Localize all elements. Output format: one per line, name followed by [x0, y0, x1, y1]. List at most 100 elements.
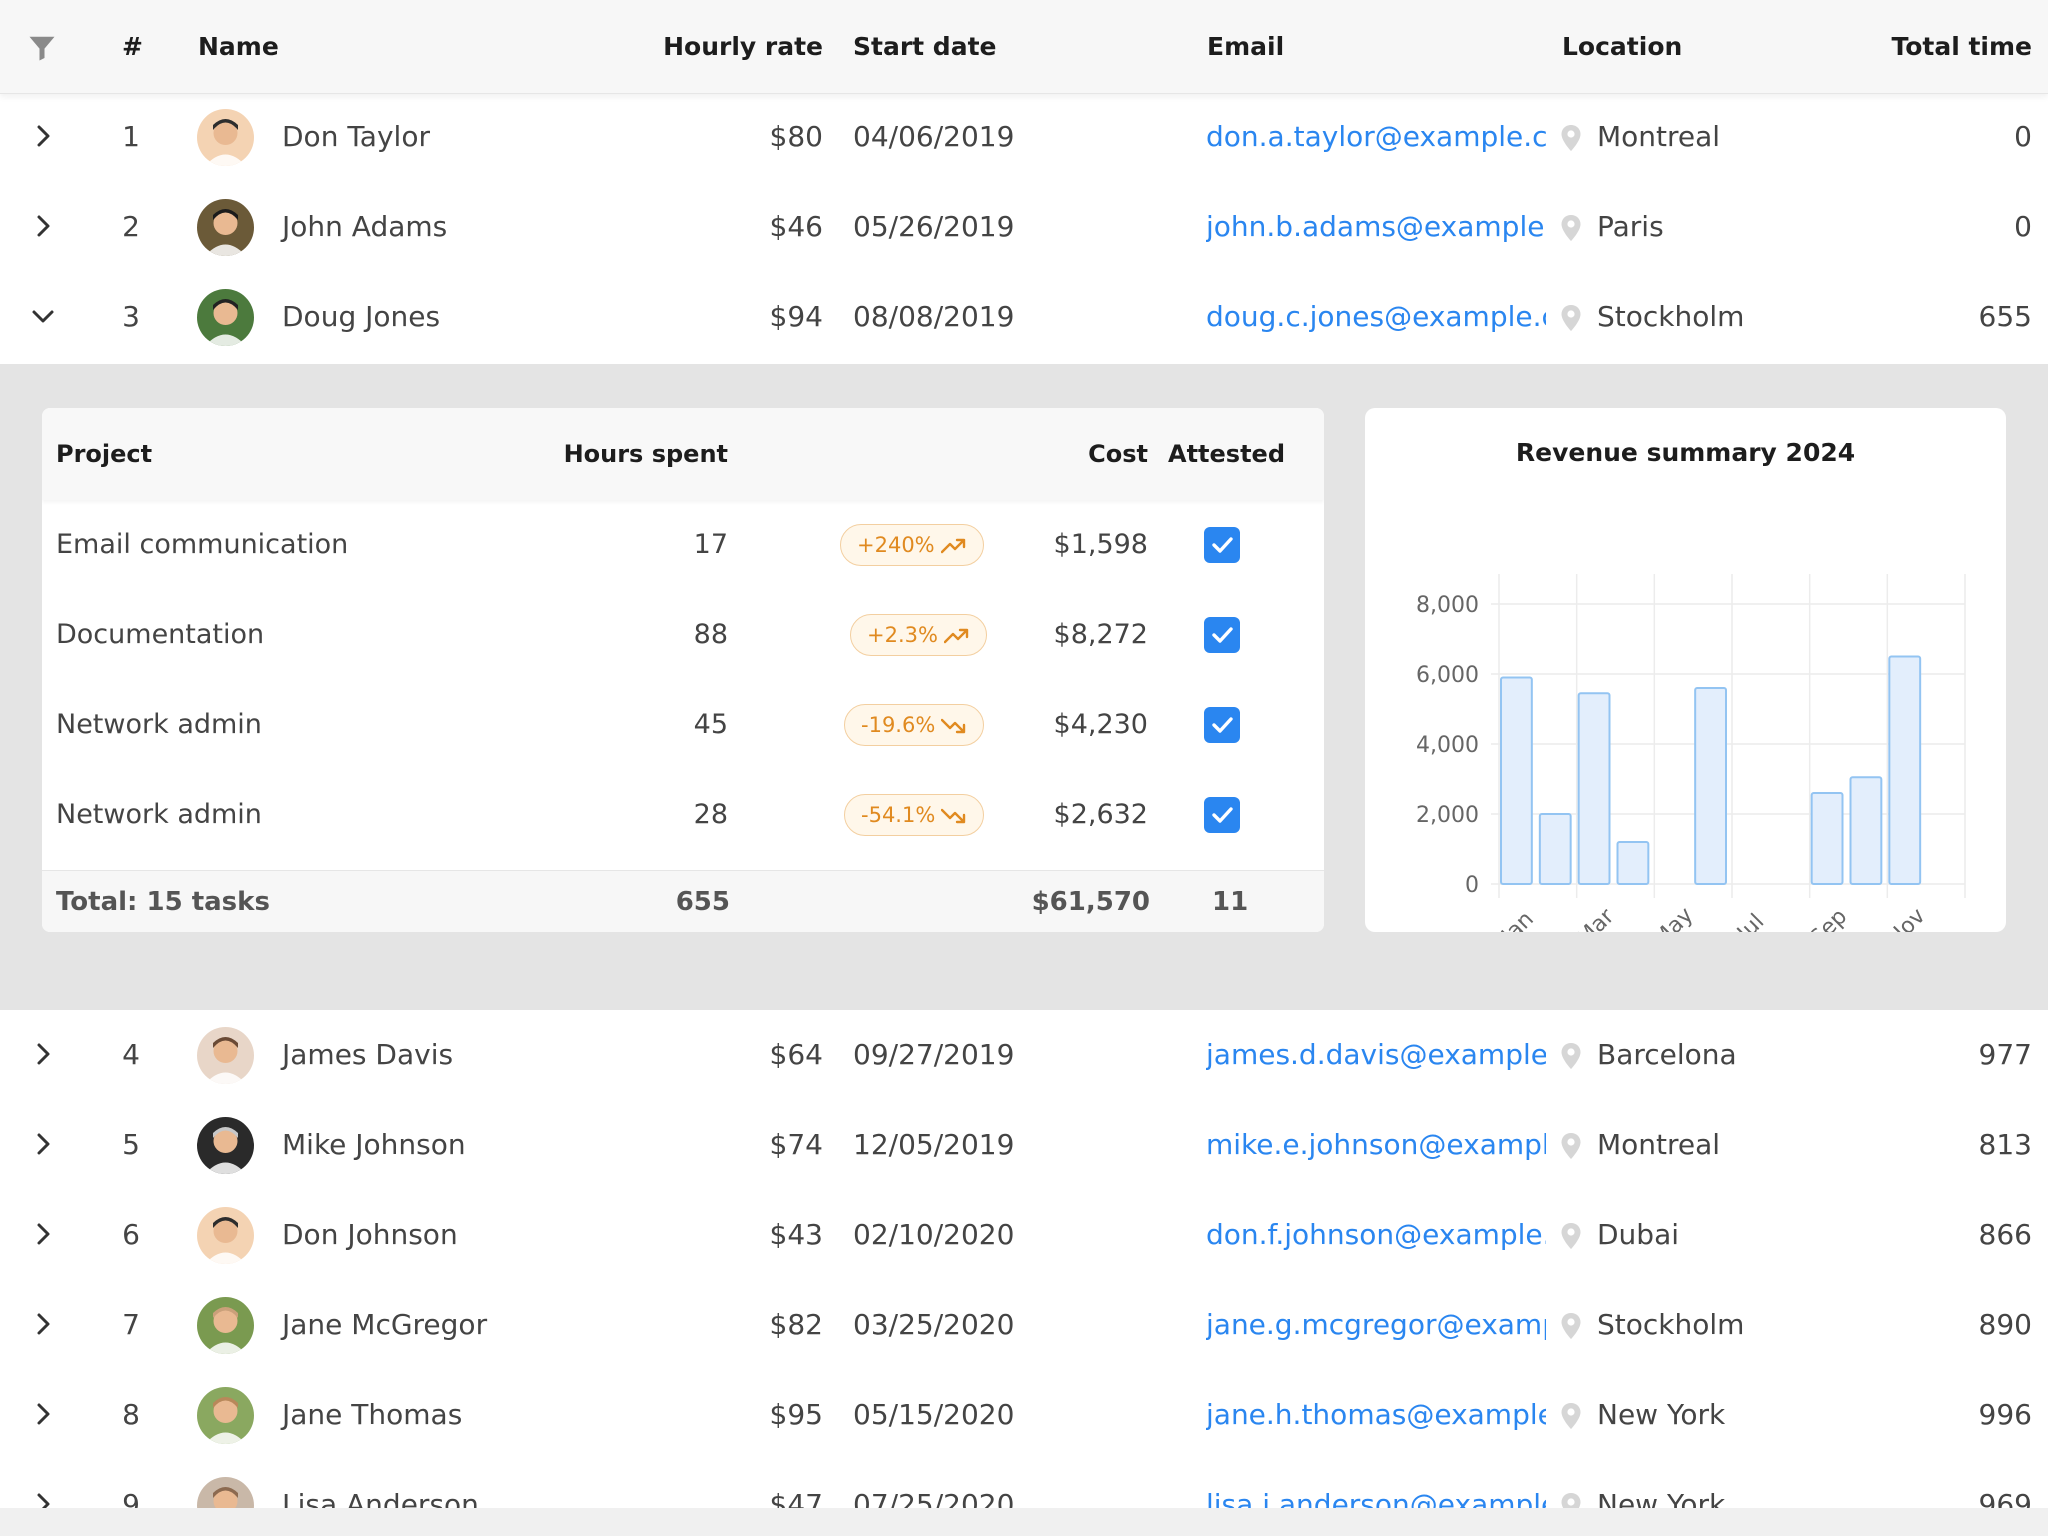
column-header-attested[interactable]: Attested — [1168, 440, 1286, 468]
location-cell: Stockholm — [1597, 1308, 1745, 1341]
email-link[interactable]: jane.g.mcgregor@example.com — [1206, 1308, 1546, 1341]
project-cell: Network admin — [56, 799, 262, 830]
avatar — [197, 1027, 254, 1084]
chevron-down-icon[interactable] — [30, 303, 56, 329]
column-header-cost[interactable]: Cost — [1088, 440, 1148, 468]
chevron-right-icon[interactable] — [30, 1221, 56, 1247]
filter-icon[interactable] — [27, 33, 57, 63]
total-tasks-label: Total: 15 tasks — [56, 887, 270, 917]
table-row[interactable]: 7 Jane McGregor $82 03/25/2020 jane.g.mcgreg… — [0, 1280, 2048, 1370]
table-row[interactable]: Network admin 28 -54.1% $2,632 — [42, 770, 1324, 860]
hourly-rate-cell: $95 — [769, 1398, 823, 1431]
row-number: 1 — [122, 120, 140, 153]
column-header-name[interactable]: Name — [198, 32, 279, 61]
table-row[interactable]: Documentation 88 +2.3% $8,272 — [42, 590, 1324, 680]
bar — [1810, 792, 1844, 885]
column-header-number[interactable]: # — [122, 32, 143, 61]
total-time-cell: 977 — [1978, 1038, 2032, 1071]
chevron-right-icon[interactable] — [30, 1401, 56, 1427]
table-row[interactable]: 4 James Davis $64 09/27/2019 james.d.davis@e… — [0, 1010, 2048, 1100]
hourly-rate-cell: $94 — [769, 300, 823, 333]
cost-cell: $1,598 — [1053, 529, 1148, 560]
column-header-project[interactable]: Project — [56, 440, 153, 468]
attested-checkbox[interactable] — [1204, 707, 1240, 743]
bar — [1694, 687, 1727, 885]
chevron-right-icon[interactable] — [30, 1131, 56, 1157]
name-cell: John Adams — [282, 210, 448, 243]
table-row[interactable]: Email communication 17 +240% $1,598 — [42, 500, 1324, 590]
trend-up-icon — [940, 538, 965, 554]
start-date-cell: 05/26/2019 — [853, 210, 1015, 243]
bar — [1500, 676, 1533, 885]
table-row[interactable]: 1 Don Taylor $80 04/06/2019 don.a.taylor@exa… — [0, 92, 2048, 182]
total-cost: $61,570 — [1031, 887, 1150, 917]
attested-checkbox[interactable] — [1204, 797, 1240, 833]
email-link[interactable]: don.a.taylor@example.com — [1206, 120, 1546, 153]
scroll-edge — [0, 1508, 2048, 1536]
total-time-cell: 0 — [2014, 210, 2032, 243]
column-header-start-date[interactable]: Start date — [853, 32, 997, 61]
hourly-rate-cell: $82 — [769, 1308, 823, 1341]
chevron-right-icon[interactable] — [30, 123, 56, 149]
bar — [1577, 692, 1611, 885]
avatar — [197, 289, 254, 346]
name-cell: Mike Johnson — [282, 1128, 466, 1161]
location-pin-icon — [1561, 305, 1581, 331]
location-pin-icon — [1561, 125, 1581, 151]
name-cell: Jane Thomas — [282, 1398, 463, 1431]
project-cell: Network admin — [56, 709, 262, 740]
location-cell: Stockholm — [1597, 300, 1745, 333]
attested-checkbox[interactable] — [1204, 617, 1240, 653]
attested-checkbox[interactable] — [1204, 527, 1240, 563]
column-header-location[interactable]: Location — [1562, 32, 1683, 61]
checkmark-icon — [1212, 627, 1233, 643]
start-date-cell: 04/06/2019 — [853, 120, 1015, 153]
table-row[interactable]: 5 Mike Johnson $74 12/05/2019 mike.e.johnson… — [0, 1100, 2048, 1190]
avatar — [197, 199, 254, 256]
hours-cell: 88 — [693, 619, 728, 650]
trend-badge: -19.6% — [844, 704, 985, 746]
table-row[interactable]: 3 Doug Jones $94 08/08/2019 doug.c.jones@exa… — [0, 272, 2048, 362]
avatar — [197, 1207, 254, 1264]
trend-up-icon — [943, 628, 969, 644]
column-header-email[interactable]: Email — [1207, 32, 1285, 61]
y-tick-label: 6,000 — [1416, 663, 1479, 688]
start-date-cell: 09/27/2019 — [853, 1038, 1015, 1071]
email-link[interactable]: mike.e.johnson@example.com — [1206, 1128, 1546, 1161]
avatar — [197, 109, 254, 166]
total-hours: 655 — [675, 887, 730, 917]
chevron-right-icon[interactable] — [30, 1311, 56, 1337]
email-link[interactable]: james.d.davis@example.com — [1206, 1038, 1546, 1071]
x-tick-label: Mar — [1572, 903, 1620, 932]
column-header-hours-spent[interactable]: Hours spent — [563, 440, 728, 468]
hours-cell: 17 — [693, 529, 728, 560]
bar — [1888, 655, 1922, 885]
email-link[interactable]: don.f.johnson@example.com — [1206, 1218, 1546, 1251]
chevron-right-icon[interactable] — [30, 213, 56, 239]
tasks-table-footer: Total: 15 tasks 655 $61,570 11 — [42, 870, 1324, 932]
cost-cell: $2,632 — [1053, 799, 1148, 830]
location-cell: New York — [1597, 1398, 1726, 1431]
name-cell: Doug Jones — [282, 300, 441, 333]
total-time-cell: 866 — [1978, 1218, 2032, 1251]
checkmark-icon — [1212, 807, 1233, 823]
table-row[interactable]: Network admin 45 -19.6% $4,230 — [42, 680, 1324, 770]
email-link[interactable]: doug.c.jones@example.com — [1206, 300, 1546, 333]
hourly-rate-cell: $46 — [769, 210, 823, 243]
table-row[interactable]: 8 Jane Thomas $95 05/15/2020 jane.h.thomas@e… — [0, 1370, 2048, 1460]
total-time-cell: 0 — [2014, 120, 2032, 153]
table-row[interactable]: 2 John Adams $46 05/26/2019 john.b.adams@exa… — [0, 182, 2048, 272]
project-cell: Email communication — [56, 529, 349, 560]
bar — [1616, 841, 1650, 885]
column-header-hourly-rate[interactable]: Hourly rate — [663, 32, 823, 61]
email-link[interactable]: john.b.adams@example.com — [1206, 210, 1546, 243]
row-number: 2 — [122, 210, 140, 243]
trend-down-icon — [941, 718, 966, 734]
avatar — [197, 1297, 254, 1354]
location-pin-icon — [1561, 1133, 1581, 1159]
name-cell: Jane McGregor — [282, 1308, 488, 1341]
table-row[interactable]: 6 Don Johnson $43 02/10/2020 don.f.johnson@e… — [0, 1190, 2048, 1280]
chevron-right-icon[interactable] — [30, 1041, 56, 1067]
email-link[interactable]: jane.h.thomas@example.com — [1206, 1398, 1546, 1431]
column-header-total-time[interactable]: Total time — [1891, 32, 2032, 61]
